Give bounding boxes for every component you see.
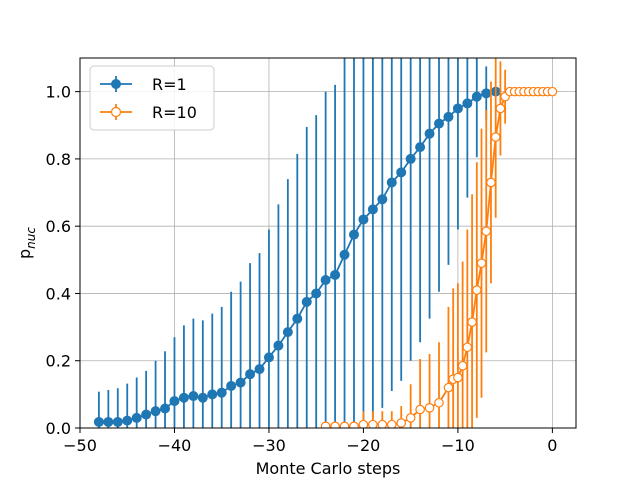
point-r10: [377, 419, 388, 428]
point-r1: [150, 406, 161, 417]
point-r10: [486, 177, 496, 188]
x-tick-label: −40: [158, 436, 192, 455]
point-r1: [358, 214, 369, 225]
x-tick-label: 0: [547, 436, 557, 455]
point-r1: [169, 396, 180, 407]
point-r10: [386, 419, 397, 428]
plot-frame: [79, 57, 577, 429]
point-r1: [122, 415, 133, 426]
point-r1: [311, 288, 322, 299]
point-r1: [282, 327, 293, 338]
point-r10: [443, 382, 454, 393]
point-r10: [481, 226, 492, 237]
y-tick-label: 1.0: [46, 83, 71, 102]
point-r1: [424, 128, 435, 139]
point-r10: [547, 86, 558, 97]
point-r1: [405, 153, 416, 164]
point-r10: [467, 317, 477, 327]
x-tick-label: −30: [252, 436, 286, 455]
x-tick-label: −20: [347, 436, 381, 455]
point-r1: [131, 412, 142, 423]
point-r1: [330, 269, 341, 280]
point-r10: [457, 360, 468, 371]
legend-marker-r1: [111, 79, 121, 89]
point-r10: [424, 403, 435, 413]
point-r1: [462, 98, 473, 109]
point-r1: [339, 249, 350, 260]
point-r10: [476, 258, 487, 268]
point-r10: [495, 103, 506, 114]
axis-ticks: −50 −40 −30 −20 −10 0 0.0 0.2 0.4 0.6 0.8 1.0: [46, 83, 558, 455]
legend-label-r10: R=10: [152, 103, 197, 122]
y-axis-label-subscript: nuc: [24, 227, 38, 249]
series-r10: [320, 58, 558, 428]
point-r1: [141, 409, 152, 420]
point-r1: [112, 416, 123, 427]
x-axis-label: Monte Carlo steps: [256, 459, 401, 478]
point-r1: [396, 167, 407, 178]
legend: R=1 R=10: [89, 65, 215, 131]
point-r1: [188, 391, 199, 402]
point-r1: [301, 296, 312, 307]
point-r1: [235, 377, 246, 388]
point-r1: [320, 275, 331, 285]
legend-box: [89, 65, 215, 131]
plot-series: [93, 58, 558, 428]
point-r10: [462, 342, 473, 353]
legend-label-r1: R=1: [152, 75, 187, 94]
x-tick-label: −10: [441, 436, 475, 455]
point-r1: [367, 204, 378, 215]
point-r1: [471, 91, 482, 102]
point-r10: [405, 413, 416, 423]
y-tick-label: 0.4: [46, 284, 71, 303]
point-r1: [216, 387, 227, 398]
point-r1: [386, 177, 397, 188]
point-r1: [415, 142, 426, 153]
point-r1: [443, 111, 454, 122]
point-r1: [207, 389, 218, 400]
y-tick-label: 0.0: [46, 419, 71, 438]
point-r1: [377, 194, 388, 205]
point-r10: [471, 285, 482, 295]
y-tick-label: 0.8: [46, 150, 71, 169]
point-r1: [254, 364, 265, 375]
point-r1: [481, 88, 492, 99]
point-r10: [368, 419, 378, 428]
point-r1: [160, 403, 171, 414]
point-r10: [358, 419, 369, 428]
y-tick-label: 0.2: [46, 352, 71, 371]
legend-entry-r10: R=10: [100, 103, 197, 122]
point-r1: [292, 313, 303, 324]
point-r10: [434, 397, 444, 408]
point-r1: [263, 352, 274, 363]
x-tick-label: −50: [63, 436, 97, 455]
point-r10: [396, 418, 407, 428]
point-r1: [452, 103, 463, 114]
point-r1: [273, 340, 284, 351]
legend-marker-r10: [110, 106, 122, 118]
point-r10: [453, 372, 463, 383]
point-r1: [434, 118, 445, 129]
point-r10: [349, 421, 359, 428]
y-tick-label: 0.6: [46, 217, 71, 236]
point-r1: [178, 392, 189, 403]
point-r10: [330, 421, 340, 428]
point-r1: [197, 392, 208, 403]
point-r1: [93, 416, 104, 427]
point-r10: [320, 421, 331, 428]
point-r1: [245, 369, 256, 380]
point-r1: [103, 416, 114, 427]
point-r10: [339, 421, 350, 428]
point-r1: [226, 380, 237, 391]
series-r1: [93, 58, 501, 428]
point-r1: [348, 229, 359, 240]
legend-entry-r1: R=1: [100, 75, 187, 94]
point-r10: [415, 404, 425, 415]
point-r10: [490, 132, 501, 142]
y-axis-label: pnuc: [15, 227, 38, 259]
y-axis-label-main: p: [15, 249, 34, 259]
